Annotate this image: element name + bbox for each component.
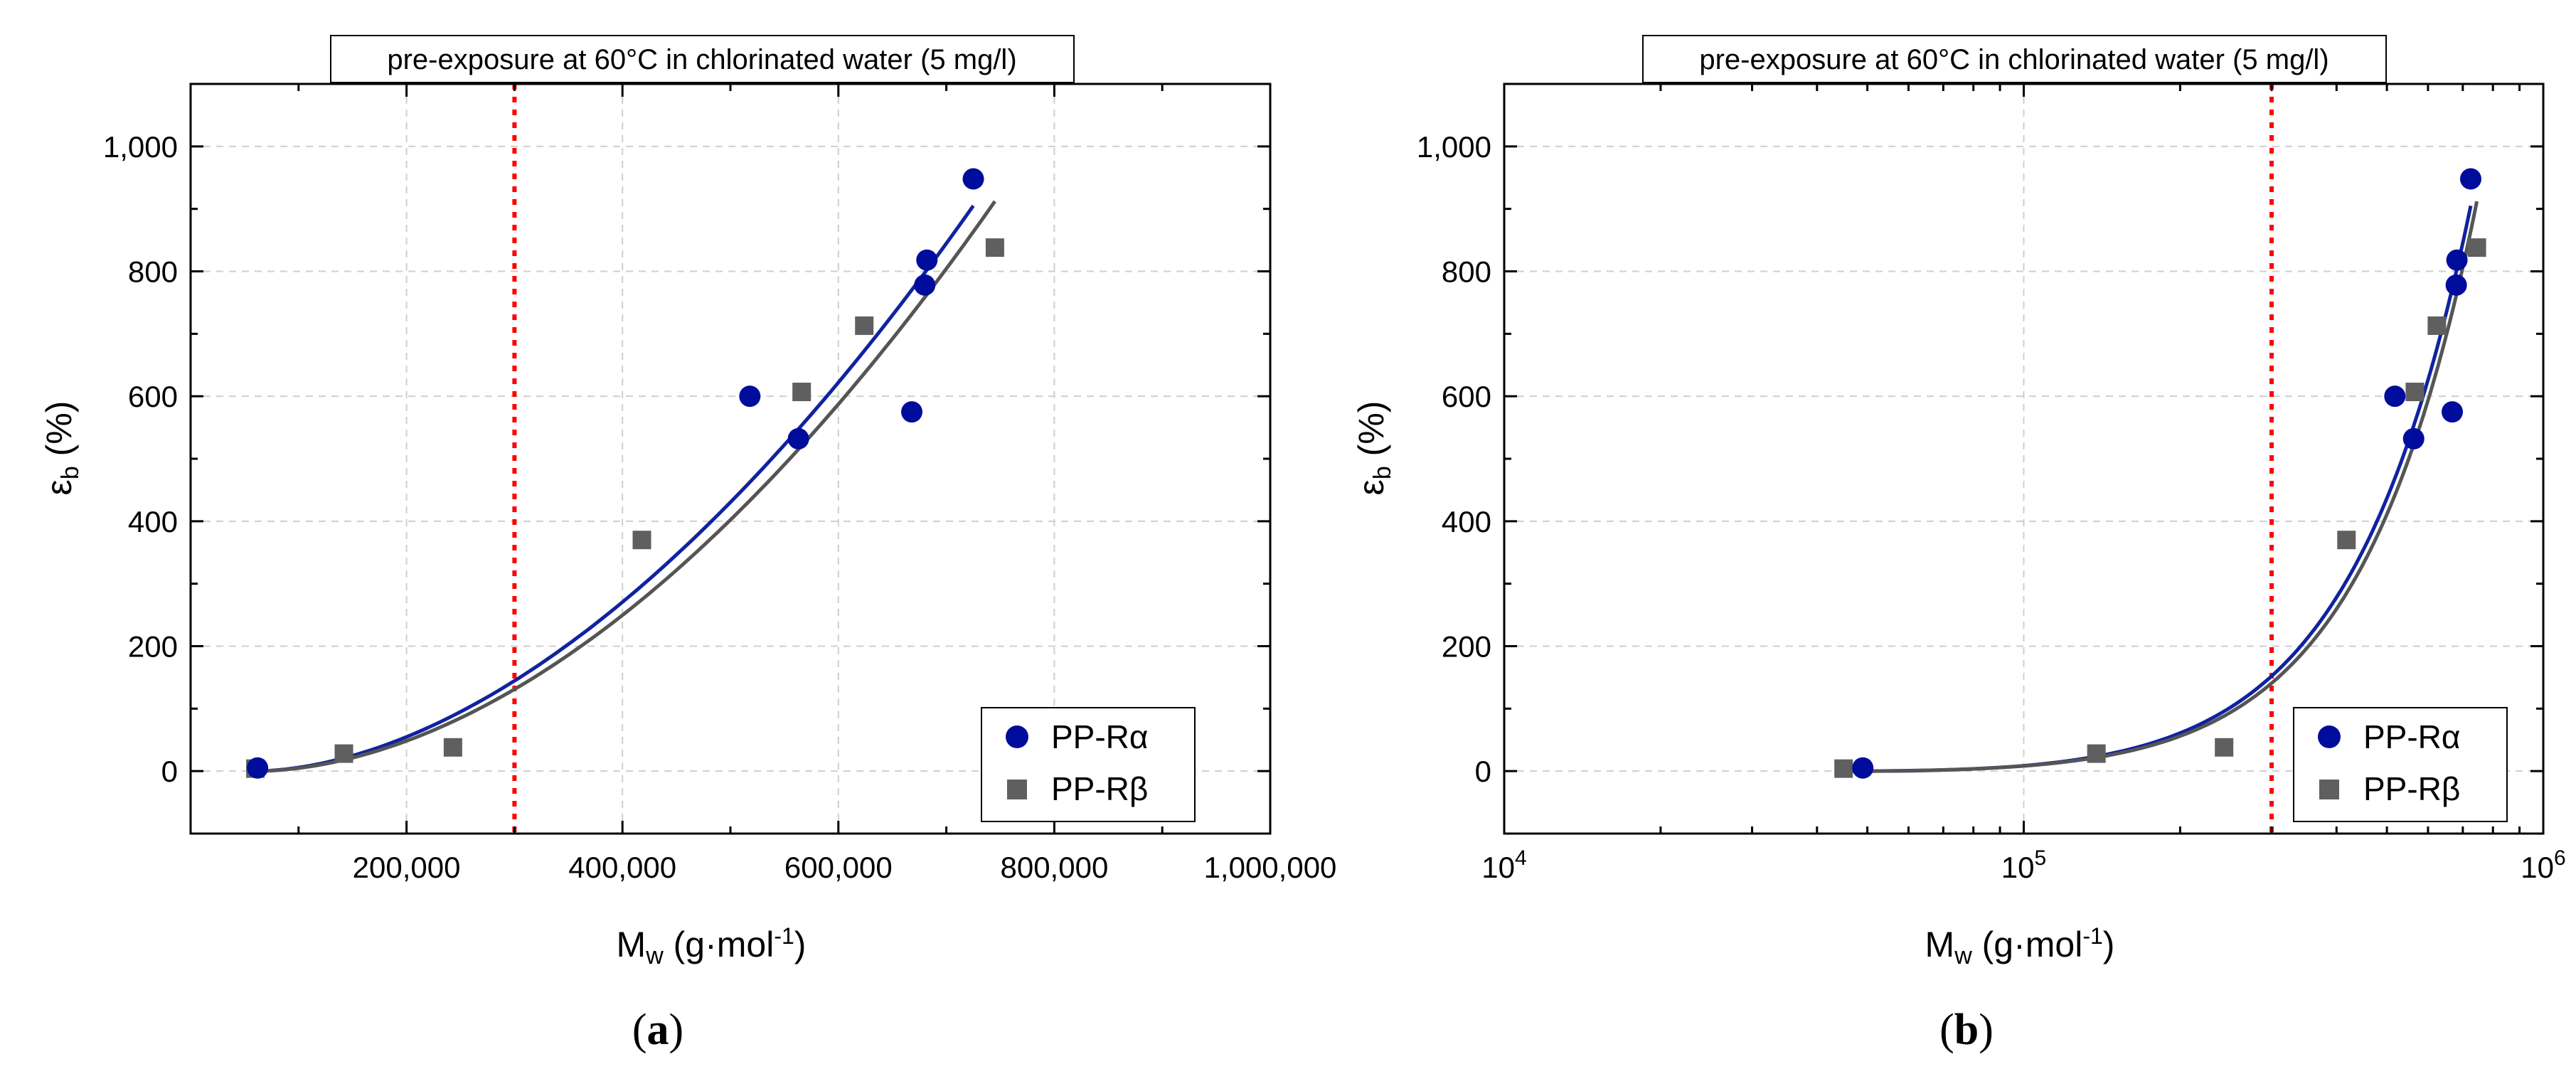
x-tick-label: 104 [1481, 846, 1526, 884]
fit-curves-b [1843, 201, 2479, 773]
legend-label-pp-rb-a: PP-Rβ [1051, 770, 1148, 807]
legend-marker-pp-rb-b [2319, 780, 2339, 799]
y-tick-label: 200 [1442, 630, 1491, 664]
panel-caption-b: (b) [1939, 1006, 1994, 1054]
x-axis-title-a: Mw (g·mol-1) [617, 923, 807, 969]
y-tick-label: 1,000 [103, 130, 178, 164]
y-tick-label: 1,000 [1417, 130, 1491, 164]
grid-lines-b [1504, 84, 2543, 834]
legend-label-pp-rb-b: PP-Rβ [2363, 770, 2460, 807]
fit-curve-pp-rb [255, 200, 996, 773]
data-point-pp-rb [1834, 759, 1853, 778]
x-tick-label: 1,000,000 [1204, 851, 1337, 884]
data-point-pp-ra [2459, 168, 2481, 190]
x-axis-title-b: Mw (g·mol-1) [1925, 923, 2115, 969]
data-point-pp-ra [916, 249, 938, 271]
data-point-pp-ra [2445, 274, 2467, 296]
legend-marker-pp-rb-a [1007, 780, 1027, 799]
data-point-pp-ra [787, 427, 809, 450]
y-tick-label: 600 [1442, 380, 1491, 413]
x-tick-label: 105 [2001, 846, 2046, 884]
data-point-pp-rb [2405, 383, 2425, 402]
data-point-pp-rb [855, 316, 874, 335]
legend-label-pp-ra-b: PP-Rα [2363, 718, 2461, 755]
y-axis-title-b: εb (%) [1351, 401, 1396, 496]
y-tick-label: 800 [1442, 255, 1491, 289]
chart-panel-a: 0 200 400 600 800 1,000 200,000 400,000 600,000 8… [39, 35, 1337, 1054]
y-tick-label: 800 [128, 255, 178, 289]
legend-a: PP-Rα PP-Rβ [981, 707, 1196, 822]
y-tick-label: 200 [128, 630, 178, 664]
data-point-pp-ra [962, 168, 984, 190]
x-tick-label: 106 [2521, 846, 2565, 884]
chart-title-box-b: pre-exposure at 60°C in chlorinated wate… [1642, 35, 2387, 83]
data-point-pp-rb [334, 744, 353, 763]
data-point-pp-ra [2384, 385, 2406, 408]
data-point-pp-ra [739, 385, 761, 408]
data-point-pp-rb [2337, 531, 2356, 550]
data-point-pp-ra [901, 401, 923, 423]
data-point-pp-rb [2427, 316, 2447, 335]
fit-curve-pp-ra [1863, 205, 2473, 773]
x-tick-label: 400,000 [568, 851, 676, 884]
y-tick-label: 0 [161, 755, 178, 788]
y-tick-label: 0 [1475, 755, 1491, 788]
axes-frame-b [1503, 83, 2545, 835]
data-point-pp-rb [2087, 744, 2106, 763]
data-point-pp-rb [443, 738, 462, 757]
data-point-pp-ra [2446, 249, 2468, 271]
x-tick-label: 200,000 [353, 851, 461, 884]
fit-curve-pp-rb [1843, 201, 2479, 773]
tick-labels-a: 0 200 400 600 800 1,000 200,000 400,000 600,000 8… [103, 130, 1337, 884]
legend-marker-pp-ra-b [2318, 725, 2341, 748]
y-axis-title-a: εb (%) [39, 401, 84, 496]
grid-lines-a [191, 84, 1270, 834]
legend-marker-pp-ra-a [1006, 725, 1028, 748]
fit-curve-pp-ra [255, 204, 975, 773]
y-tick-label: 400 [1442, 505, 1491, 538]
chart-panel-b: 0 200 400 600 800 1,000 104 105 106 pre-exposure… [1351, 35, 2566, 1054]
data-point-pp-ra [2441, 401, 2463, 423]
y-tick-label: 600 [128, 380, 178, 413]
data-point-pp-rb [2215, 738, 2234, 757]
tick-labels-b: 0 200 400 600 800 1,000 104 105 106 [1417, 130, 2566, 884]
x-tick-label: 600,000 [784, 851, 893, 884]
chart-title-a: pre-exposure at 60°C in chlorinated wate… [387, 44, 1016, 75]
y-tick-label: 400 [128, 505, 178, 538]
data-point-pp-rb [985, 238, 1004, 257]
data-point-pp-ra [247, 757, 269, 779]
chart-title-b: pre-exposure at 60°C in chlorinated wate… [1699, 44, 2328, 75]
data-points-b [1834, 168, 2486, 779]
panel-caption-a: (a) [632, 1006, 683, 1054]
legend-label-pp-ra-a: PP-Rα [1051, 718, 1149, 755]
chart-title-box-a: pre-exposure at 60°C in chlorinated wate… [330, 35, 1075, 83]
data-point-pp-rb [792, 383, 811, 402]
data-points-a [246, 168, 1004, 779]
data-point-pp-ra [914, 274, 936, 296]
fit-curves-a [255, 200, 996, 773]
data-point-pp-rb [632, 531, 651, 550]
legend-b: PP-Rα PP-Rβ [2293, 707, 2508, 822]
data-point-pp-ra [1852, 757, 1874, 779]
data-point-pp-rb [2467, 238, 2486, 257]
axes-frame-a [189, 83, 1272, 835]
x-tick-label: 800,000 [1000, 851, 1108, 884]
data-point-pp-ra [2402, 427, 2425, 450]
